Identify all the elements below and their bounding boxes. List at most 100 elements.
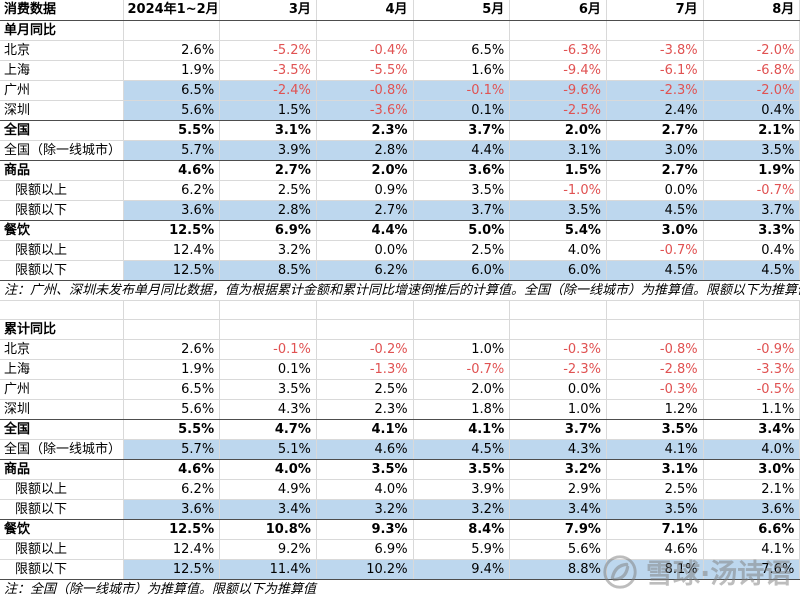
value-cell: 1.6% [413, 60, 511, 81]
value-cell: 4.0% [703, 439, 800, 460]
value-cell: 10.2% [316, 559, 414, 580]
value-cell: 2.7% [219, 160, 317, 181]
value-cell: 8.5% [219, 260, 317, 281]
value-cell: 9.2% [219, 539, 317, 560]
value-cell: 2.1% [703, 120, 800, 141]
value-cell: 10.8% [219, 519, 317, 540]
table-row: 北京 2.6% -0.1% -0.2% 1.0% -0.3% -0.8% -0.9% [0, 339, 800, 360]
table-row: 深圳 5.6% 1.5% -3.6% 0.1% -2.5% 2.4% 0.4% [0, 100, 800, 121]
value-cell: 3.7% [413, 200, 511, 221]
row-label: 商品 [0, 160, 124, 181]
value-cell: 2.1% [703, 479, 800, 500]
value-cell: 3.2% [316, 499, 414, 520]
value-cell: 6.2% [123, 180, 221, 201]
empty-cell [219, 319, 317, 340]
value-cell: 2.4% [606, 100, 704, 121]
value-cell: 3.9% [219, 140, 317, 161]
value-cell: 5.1% [219, 439, 317, 460]
value-cell: 3.0% [606, 220, 704, 241]
header-row: 消费数据 2024年1~2月 3月 4月 5月 6月 7月 8月 [0, 0, 800, 21]
value-cell: 4.5% [703, 260, 800, 281]
value-cell: 3.4% [219, 499, 317, 520]
row-label: 限额以下 [0, 559, 124, 580]
table-row: 上海 1.9% -3.5% -5.5% 1.6% -9.4% -6.1% -6.8% [0, 60, 800, 81]
section-title-row: 单月同比 [0, 20, 800, 41]
empty-cell [413, 319, 511, 340]
value-cell: 2.0% [413, 379, 511, 400]
value-cell: 0.4% [703, 100, 800, 121]
note-cell: 注：广州、深圳未发布单月同比数据，值为根据累计金额和累计同比增速倒推后的计算值。… [0, 280, 800, 301]
value-cell: -0.8% [606, 339, 704, 360]
empty-cell [606, 20, 704, 41]
empty-cell [703, 300, 800, 320]
value-cell: 2.8% [219, 200, 317, 221]
row-label: 限额以上 [0, 180, 124, 201]
empty-cell [703, 319, 800, 340]
value-cell: 12.4% [123, 539, 221, 560]
value-cell: 4.5% [606, 200, 704, 221]
value-cell: 0.1% [413, 100, 511, 121]
column-header: 7月 [606, 0, 704, 21]
row-label: 限额以上 [0, 539, 124, 560]
value-cell: 4.3% [219, 399, 317, 420]
value-cell: 5.9% [413, 539, 511, 560]
value-cell: -2.8% [606, 359, 704, 380]
row-label: 全国（除一线城市） [0, 439, 124, 460]
value-cell: -5.5% [316, 60, 414, 81]
value-cell: -9.6% [509, 80, 607, 101]
value-cell: 3.7% [703, 200, 800, 221]
table-row: 广州 6.5% 3.5% 2.5% 2.0% 0.0% -0.3% -0.5% [0, 379, 800, 400]
value-cell: 4.3% [509, 439, 607, 460]
value-cell: 4.1% [413, 419, 511, 440]
empty-cell [703, 20, 800, 41]
table-row: 限额以下 12.5% 8.5% 6.2% 6.0% 6.0% 4.5% 4.5% [0, 260, 800, 281]
column-header: 2024年1~2月 [123, 0, 221, 21]
row-label: 限额以下 [0, 499, 124, 520]
table-row: 限额以上 6.2% 2.5% 0.9% 3.5% -1.0% 0.0% -0.7% [0, 180, 800, 201]
value-cell: 3.5% [606, 499, 704, 520]
row-label: 限额以上 [0, 479, 124, 500]
value-cell: 4.5% [606, 260, 704, 281]
value-cell: 3.5% [703, 140, 800, 161]
value-cell: 2.6% [123, 40, 221, 61]
empty-cell [606, 319, 704, 340]
row-label: 限额以上 [0, 240, 124, 261]
value-cell: 1.1% [703, 399, 800, 420]
value-cell: -5.2% [219, 40, 317, 61]
value-cell: -0.7% [413, 359, 511, 380]
empty-cell [316, 319, 414, 340]
empty-cell [123, 300, 221, 320]
value-cell: 5.6% [123, 399, 221, 420]
value-cell: 3.5% [606, 419, 704, 440]
value-cell: 3.5% [219, 379, 317, 400]
row-label: 餐饮 [0, 519, 124, 540]
value-cell: 5.6% [509, 539, 607, 560]
value-cell: 0.0% [509, 379, 607, 400]
value-cell: 2.9% [509, 479, 607, 500]
value-cell: 1.9% [123, 60, 221, 81]
value-cell: 8.4% [413, 519, 511, 540]
value-cell: 2.3% [316, 399, 414, 420]
value-cell: 3.6% [123, 499, 221, 520]
empty-cell [316, 20, 414, 41]
value-cell: 0.4% [703, 240, 800, 261]
value-cell: 3.1% [509, 140, 607, 161]
table-row: 限额以上 6.2% 4.9% 4.0% 3.9% 2.9% 2.5% 2.1% [0, 479, 800, 500]
table-row: 商品 4.6% 2.7% 2.0% 3.6% 1.5% 2.7% 1.9% [0, 160, 800, 181]
empty-cell [0, 300, 124, 320]
value-cell: 4.1% [606, 439, 704, 460]
value-cell: -0.4% [316, 40, 414, 61]
value-cell: 7.9% [509, 519, 607, 540]
value-cell: 4.9% [219, 479, 317, 500]
value-cell: 0.0% [606, 180, 704, 201]
value-cell: 4.4% [413, 140, 511, 161]
value-cell: 3.0% [606, 140, 704, 161]
value-cell: 1.9% [703, 160, 800, 181]
row-label: 餐饮 [0, 220, 124, 241]
value-cell: 3.7% [413, 120, 511, 141]
value-cell: 8.1% [606, 559, 704, 580]
value-cell: 7.6% [703, 559, 800, 580]
value-cell: 1.0% [413, 339, 511, 360]
value-cell: 3.7% [509, 419, 607, 440]
